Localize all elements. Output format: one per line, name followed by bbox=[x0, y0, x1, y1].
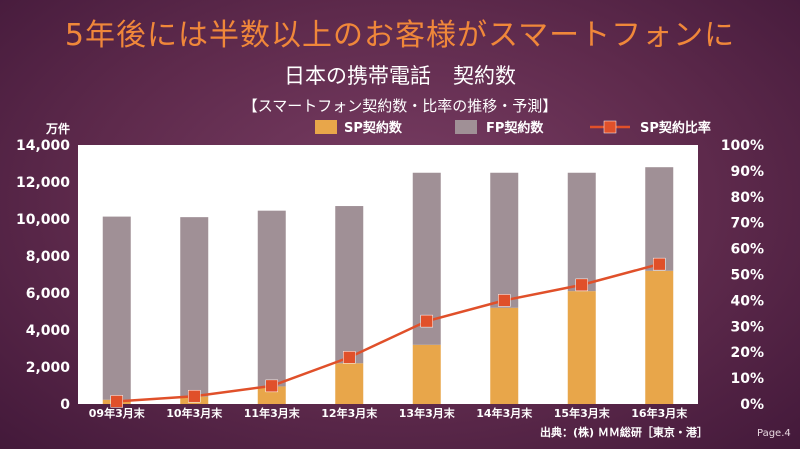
right-tick-label: 80% bbox=[730, 190, 764, 206]
bar-fp-7 bbox=[645, 167, 674, 271]
ratio-marker-3 bbox=[343, 351, 356, 364]
bar-group bbox=[102, 167, 674, 404]
ratio-line-group bbox=[110, 257, 666, 408]
bar-sp-5 bbox=[490, 307, 519, 404]
bar-sp-4 bbox=[412, 344, 441, 404]
right-axis: 0% 10% 20% 30% 40% 50% 60% 70% 80% 90% 100% bbox=[721, 138, 764, 413]
legend-swatch-fp bbox=[455, 120, 477, 134]
x-tick-label: 14年3月末 bbox=[476, 406, 533, 420]
x-tick-label: 16年3月末 bbox=[631, 406, 688, 420]
chart-title-main: 日本の携帯電話 bbox=[284, 64, 431, 88]
right-tick-label: 70% bbox=[730, 216, 764, 232]
ratio-marker-5 bbox=[498, 294, 511, 307]
bar-sp-3 bbox=[335, 363, 364, 404]
ratio-marker-1 bbox=[188, 389, 201, 403]
chart-title: 日本の携帯電話 契約数 bbox=[0, 60, 800, 90]
bar-fp-3 bbox=[335, 206, 364, 364]
legend-label-ratio: SP契約比率 bbox=[640, 120, 711, 136]
chart-title-sub: 契約数 bbox=[453, 64, 516, 88]
x-tick-label: 11年3月末 bbox=[244, 406, 301, 420]
right-tick-label: 30% bbox=[730, 319, 764, 335]
slide-headline: 5年後には半数以上のお客様がスマートフォンに bbox=[64, 18, 736, 53]
bar-fp-2 bbox=[257, 210, 286, 387]
x-tick-label: 10年3月末 bbox=[166, 406, 223, 420]
left-axis: 0 2,000 4,000 6,000 8,000 10,000 12,000 14,000 bbox=[16, 138, 70, 413]
left-tick-label: 12,000 bbox=[16, 175, 70, 191]
x-tick-label: 15年3月末 bbox=[554, 406, 611, 420]
ratio-marker-0 bbox=[110, 395, 123, 408]
x-tick-label: 13年3月末 bbox=[399, 406, 456, 420]
chart-caption: 【スマートフォン契約数・比率の推移・予測】 bbox=[242, 97, 558, 115]
right-tick-label: 60% bbox=[730, 242, 764, 258]
source-note: 出典：(株) ＭＭ総研［東京・港］ bbox=[540, 426, 708, 439]
ratio-line bbox=[116, 262, 660, 403]
left-tick-label: 0 bbox=[60, 397, 70, 413]
ratio-marker-7 bbox=[653, 257, 666, 271]
legend-swatch-sp bbox=[315, 120, 337, 134]
x-tick-label: 09年3月末 bbox=[89, 406, 146, 420]
ratio-marker-6 bbox=[575, 278, 588, 292]
legend-marker-ratio bbox=[603, 120, 617, 134]
right-tick-label: 100% bbox=[721, 138, 764, 154]
legend-label-sp: SP契約数 bbox=[344, 120, 403, 136]
right-tick-label: 10% bbox=[730, 371, 764, 387]
left-tick-label: 10,000 bbox=[16, 212, 70, 228]
right-tick-label: 20% bbox=[730, 345, 764, 361]
bar-fp-5 bbox=[490, 172, 519, 308]
ratio-marker-2 bbox=[265, 379, 278, 393]
x-tick-label: 12年3月末 bbox=[321, 406, 378, 420]
legend: SP契約数 FP契約数 SP契約比率 bbox=[315, 120, 711, 136]
left-tick-label: 14,000 bbox=[16, 138, 70, 154]
bar-sp-7 bbox=[645, 270, 674, 404]
legend-label-fp: FP契約数 bbox=[486, 120, 544, 136]
left-tick-label: 2,000 bbox=[26, 360, 71, 376]
bar-fp-1 bbox=[180, 217, 209, 397]
bar-sp-6 bbox=[567, 291, 596, 404]
bar-fp-0 bbox=[102, 216, 131, 400]
right-tick-label: 0% bbox=[740, 397, 764, 413]
plot-area bbox=[78, 145, 698, 404]
bar-sp-2 bbox=[257, 386, 286, 404]
bar-fp-6 bbox=[567, 172, 596, 292]
left-axis-unit: 万件 bbox=[45, 121, 70, 136]
page-number: Page.4 bbox=[757, 428, 791, 439]
x-axis: 09年3月末 10年3月末 11年3月末 12年3月末 13年3月末 14年3月末 15年3… bbox=[89, 406, 688, 420]
left-tick-label: 4,000 bbox=[26, 323, 71, 339]
ratio-marker-4 bbox=[420, 314, 433, 328]
right-tick-label: 50% bbox=[730, 268, 764, 284]
right-tick-label: 90% bbox=[730, 164, 764, 180]
right-tick-label: 40% bbox=[730, 293, 764, 309]
left-tick-label: 8,000 bbox=[26, 249, 71, 265]
left-tick-label: 6,000 bbox=[26, 286, 71, 302]
